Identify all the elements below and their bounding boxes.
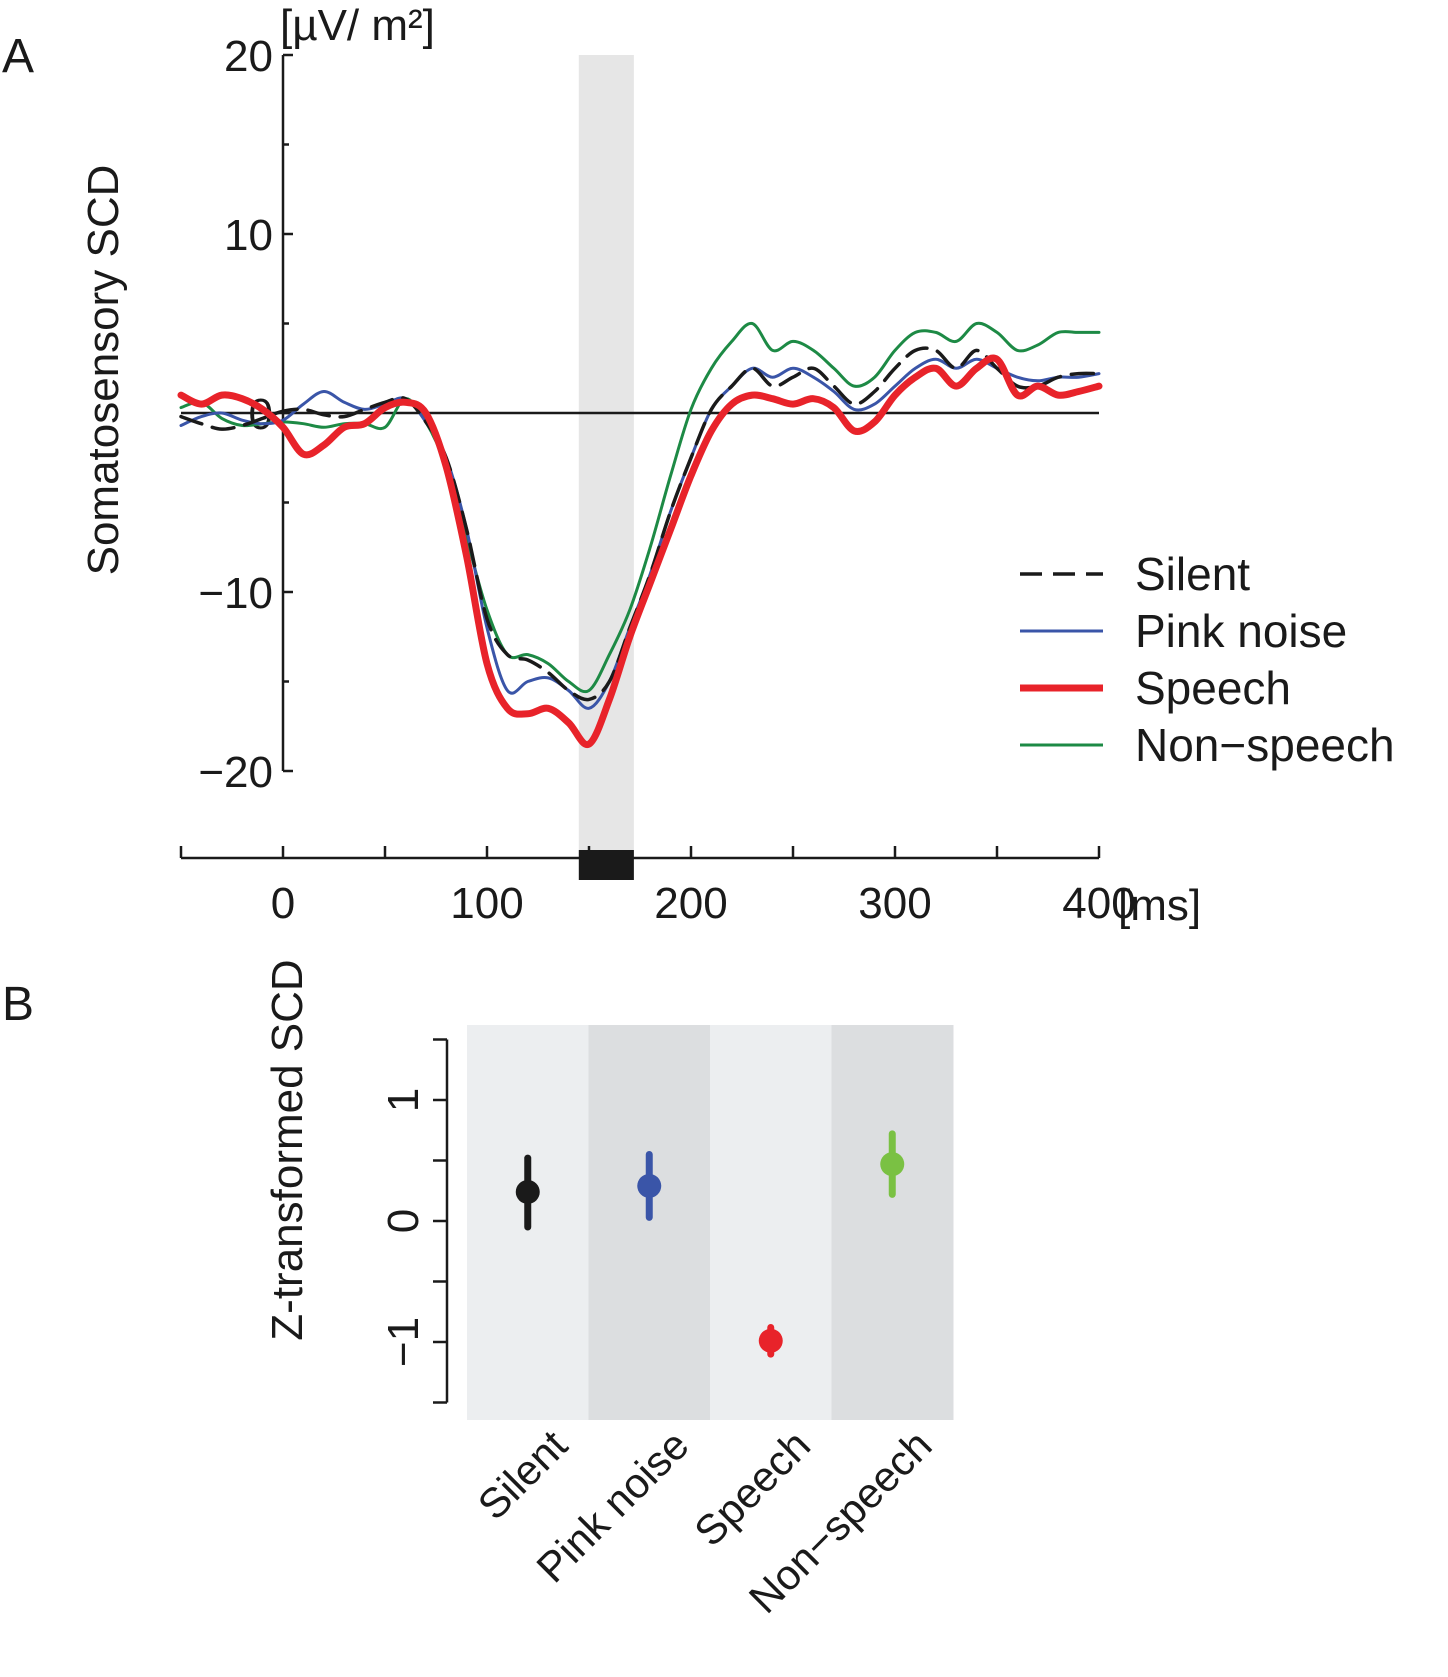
legend-label: Silent [1135, 548, 1250, 600]
time-window-bar [578, 850, 634, 880]
y-axis-title-b: Z-transformed SCD [263, 959, 312, 1340]
y-tick-label-b: −1 [379, 1317, 428, 1367]
y-tick-label: −10 [198, 569, 273, 618]
x-unit-label: [ms] [1118, 881, 1201, 930]
y-tick-label: 20 [224, 32, 273, 81]
y-tick-label: 10 [224, 211, 273, 260]
highlight-window [578, 55, 634, 858]
x-tick-label: 0 [271, 879, 295, 928]
series-line-0 [179, 346, 1101, 702]
x-tick-label: 200 [654, 879, 727, 928]
y-unit-label: [µV/ m²] [280, 1, 435, 50]
series-line-3 [179, 321, 1101, 694]
x-tick-label: 300 [858, 879, 931, 928]
data-point [515, 1179, 540, 1204]
category-bands [467, 1025, 954, 1420]
category-label: Silent [469, 1421, 577, 1529]
y-axis-title: Somatosensory SCD [79, 165, 128, 576]
panel-a-label: A [2, 30, 34, 83]
legend-label: Speech [1135, 662, 1291, 714]
x-tick-label: 100 [450, 879, 523, 928]
series-lines [177, 321, 1103, 748]
data-points [515, 1130, 905, 1358]
legend-label: Non−speech [1135, 719, 1395, 771]
panel-b-label: B [2, 978, 34, 1031]
y-tick-label: −20 [198, 748, 273, 797]
series-line-2 [177, 354, 1103, 748]
y-tick-label-b: 1 [379, 1088, 428, 1112]
category-band [588, 1025, 711, 1420]
x-tick-label: 400 [1062, 879, 1135, 928]
data-point [880, 1152, 905, 1177]
x-ticks: 0 100 200 300 400 [179, 846, 1136, 928]
category-band [710, 1025, 832, 1420]
series-line-1 [179, 357, 1101, 710]
y-ticks-b: 1 0 −1 [379, 1038, 447, 1404]
category-band [831, 1025, 954, 1420]
y-tick-label-b: 0 [379, 1209, 428, 1233]
legend-label: Pink noise [1135, 605, 1347, 657]
data-point [758, 1328, 783, 1353]
data-point [637, 1173, 662, 1198]
